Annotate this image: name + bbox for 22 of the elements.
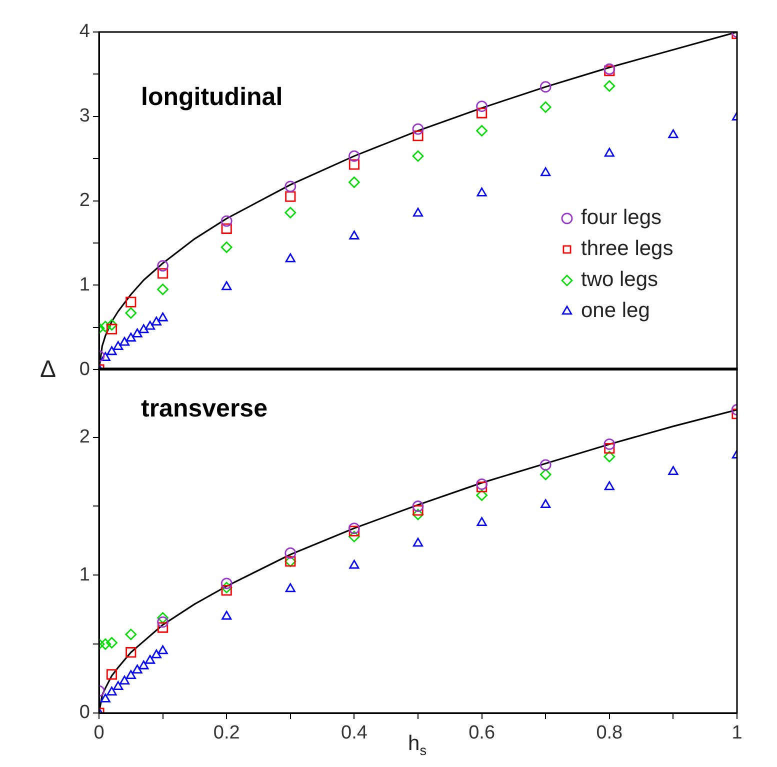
y-tick-label: 1 — [79, 274, 90, 296]
x-tick-label: 0.4 — [340, 722, 368, 744]
y-tick-label: 1 — [79, 564, 90, 586]
y-axis-title: Δ — [40, 356, 56, 384]
x-tick-label: 0.2 — [213, 722, 240, 744]
x-tick-label: 0.6 — [468, 722, 496, 744]
legend-label: four legs — [581, 206, 662, 230]
legend-label: one leg — [581, 299, 650, 322]
legend-label: two legs — [581, 268, 658, 292]
y-tick-label: 3 — [79, 106, 90, 127]
y-tick-label: 2 — [79, 190, 90, 212]
text: transverse — [141, 394, 268, 422]
x-axis-title: h$_{s}$ — [408, 732, 427, 758]
y-tick-label: 2 — [79, 426, 90, 448]
x-tick-label: 0 — [94, 722, 104, 744]
legend-label: three legs — [581, 237, 674, 260]
y-tick-label: 0 — [79, 702, 90, 724]
text: longitudinal — [141, 82, 283, 111]
x-tick-label: 1 — [732, 722, 742, 744]
x-tick-label: 0.8 — [596, 722, 623, 744]
y-tick-label: 0 — [79, 358, 90, 380]
y-tick-label: 4 — [79, 21, 90, 42]
